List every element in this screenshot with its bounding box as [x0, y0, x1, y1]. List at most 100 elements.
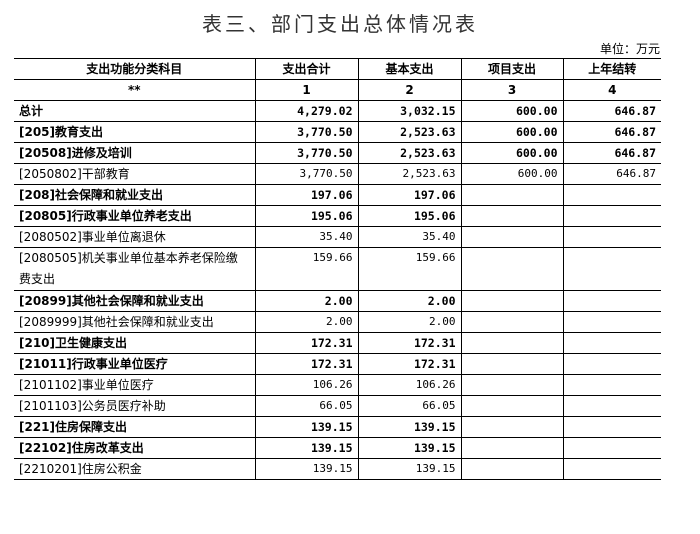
cell-basic: 2,523.63	[357, 142, 461, 164]
cell-basic: 35.40	[357, 226, 461, 248]
table-row: [2101102]事业单位医疗 106.26 106.26	[14, 374, 661, 396]
cell-total: 139.15	[254, 437, 358, 459]
cell-carryover	[562, 184, 661, 206]
cell-total: 195.06	[254, 205, 358, 227]
cell-name: [20899]其他社会保障和就业支出	[14, 290, 255, 312]
cell-project	[460, 311, 563, 333]
cell-name: [221]住房保障支出	[14, 416, 255, 438]
table-row: [22102]住房改革支出 139.15 139.15	[14, 437, 661, 459]
header-project: 项目支出	[460, 58, 563, 80]
cell-carryover	[562, 226, 661, 248]
cell-project	[460, 458, 563, 480]
cell-name: [20508]进修及培训	[14, 142, 255, 164]
table-row: [2050802]干部教育 3,770.50 2,523.63 600.00 646.8…	[14, 163, 661, 185]
cell-total: 2.00	[254, 290, 358, 312]
cell-name: 总计	[14, 100, 255, 122]
cell-carryover	[562, 437, 661, 459]
cell-carryover	[562, 311, 661, 333]
cell-project	[460, 247, 563, 291]
cell-project	[460, 205, 563, 227]
cell-project	[460, 437, 563, 459]
cell-name: [2101102]事业单位医疗	[14, 374, 255, 396]
cell-total: 172.31	[254, 353, 358, 375]
cell-carryover	[562, 416, 661, 438]
cell-total: 139.15	[254, 458, 358, 480]
header-category: 支出功能分类科目	[14, 58, 255, 80]
table-row: [205]教育支出 3,770.50 2,523.63 600.00 646.87	[14, 121, 661, 143]
table-row: [20805]行政事业单位养老支出 195.06 195.06	[14, 205, 661, 227]
cell-basic: 2,523.63	[357, 163, 461, 185]
header-carryover: 上年结转	[562, 58, 661, 80]
cell-total: 197.06	[254, 184, 358, 206]
cell-project: 600.00	[460, 163, 563, 185]
cell-total: 139.15	[254, 416, 358, 438]
table-row: [20899]其他社会保障和就业支出 2.00 2.00	[14, 290, 661, 312]
cell-basic: 139.15	[357, 458, 461, 480]
cell-carryover	[562, 205, 661, 227]
cell-carryover	[562, 458, 661, 480]
cell-project	[460, 374, 563, 396]
cell-carryover: 646.87	[562, 142, 661, 164]
cell-project: 600.00	[460, 142, 563, 164]
table-row: 总计 4,279.02 3,032.15 600.00 646.87	[14, 100, 661, 122]
cell-total: 3,770.50	[254, 163, 358, 185]
cell-carryover	[562, 395, 661, 417]
cell-carryover	[562, 290, 661, 312]
index-cell: 4	[562, 79, 661, 101]
cell-total: 159.66	[254, 247, 358, 291]
table-row: [208]社会保障和就业支出 197.06 197.06	[14, 184, 661, 206]
header-basic: 基本支出	[357, 58, 461, 80]
expenditure-table: 支出功能分类科目 支出合计 基本支出 项目支出 上年结转 ** 1 2 3 4 …	[14, 58, 661, 480]
cell-name: [2080505]机关事业单位基本养老保险缴费支出	[14, 247, 255, 291]
cell-total: 66.05	[254, 395, 358, 417]
cell-total: 3,770.50	[254, 121, 358, 143]
cell-basic: 2,523.63	[357, 121, 461, 143]
cell-project	[460, 353, 563, 375]
cell-project	[460, 395, 563, 417]
cell-carryover	[562, 332, 661, 354]
cell-total: 35.40	[254, 226, 358, 248]
cell-basic: 195.06	[357, 205, 461, 227]
index-cell: **	[14, 79, 255, 101]
header-total: 支出合计	[254, 58, 358, 80]
cell-total: 4,279.02	[254, 100, 358, 122]
cell-name: [2101103]公务员医疗补助	[14, 395, 255, 417]
cell-name: [208]社会保障和就业支出	[14, 184, 255, 206]
table-row: [20508]进修及培训 3,770.50 2,523.63 600.00 646.87	[14, 142, 661, 164]
table-row: [2080502]事业单位离退休 35.40 35.40	[14, 226, 661, 248]
cell-carryover	[562, 374, 661, 396]
cell-basic: 2.00	[357, 311, 461, 333]
cell-name: [2080502]事业单位离退休	[14, 226, 255, 248]
unit-label: 单位：万元	[599, 42, 660, 56]
cell-carryover: 646.87	[562, 100, 661, 122]
cell-carryover: 646.87	[562, 163, 661, 185]
cell-project	[460, 226, 563, 248]
cell-basic: 172.31	[357, 332, 461, 354]
cell-carryover: 646.87	[562, 121, 661, 143]
index-row: ** 1 2 3 4	[14, 79, 661, 101]
cell-carryover	[562, 247, 661, 291]
cell-name: [22102]住房改革支出	[14, 437, 255, 459]
cell-project	[460, 416, 563, 438]
table-row: [21011]行政事业单位医疗 172.31 172.31	[14, 353, 661, 375]
cell-project	[460, 290, 563, 312]
cell-total: 172.31	[254, 332, 358, 354]
index-cell: 2	[357, 79, 461, 101]
cell-basic: 106.26	[357, 374, 461, 396]
cell-name: [2089999]其他社会保障和就业支出	[14, 311, 255, 333]
index-cell: 1	[254, 79, 358, 101]
cell-name: [20805]行政事业单位养老支出	[14, 205, 255, 227]
cell-total: 2.00	[254, 311, 358, 333]
cell-project	[460, 184, 563, 206]
table-row: [221]住房保障支出 139.15 139.15	[14, 416, 661, 438]
cell-name: [2050802]干部教育	[14, 163, 255, 185]
cell-total: 106.26	[254, 374, 358, 396]
table-row: [210]卫生健康支出 172.31 172.31	[14, 332, 661, 354]
cell-carryover	[562, 353, 661, 375]
table-row: [2080505]机关事业单位基本养老保险缴费支出 159.66 159.66	[14, 247, 661, 291]
cell-name: [210]卫生健康支出	[14, 332, 255, 354]
cell-basic: 139.15	[357, 437, 461, 459]
cell-basic: 139.15	[357, 416, 461, 438]
table-row: [2210201]住房公积金 139.15 139.15	[14, 458, 661, 480]
table-row: [2089999]其他社会保障和就业支出 2.00 2.00	[14, 311, 661, 333]
